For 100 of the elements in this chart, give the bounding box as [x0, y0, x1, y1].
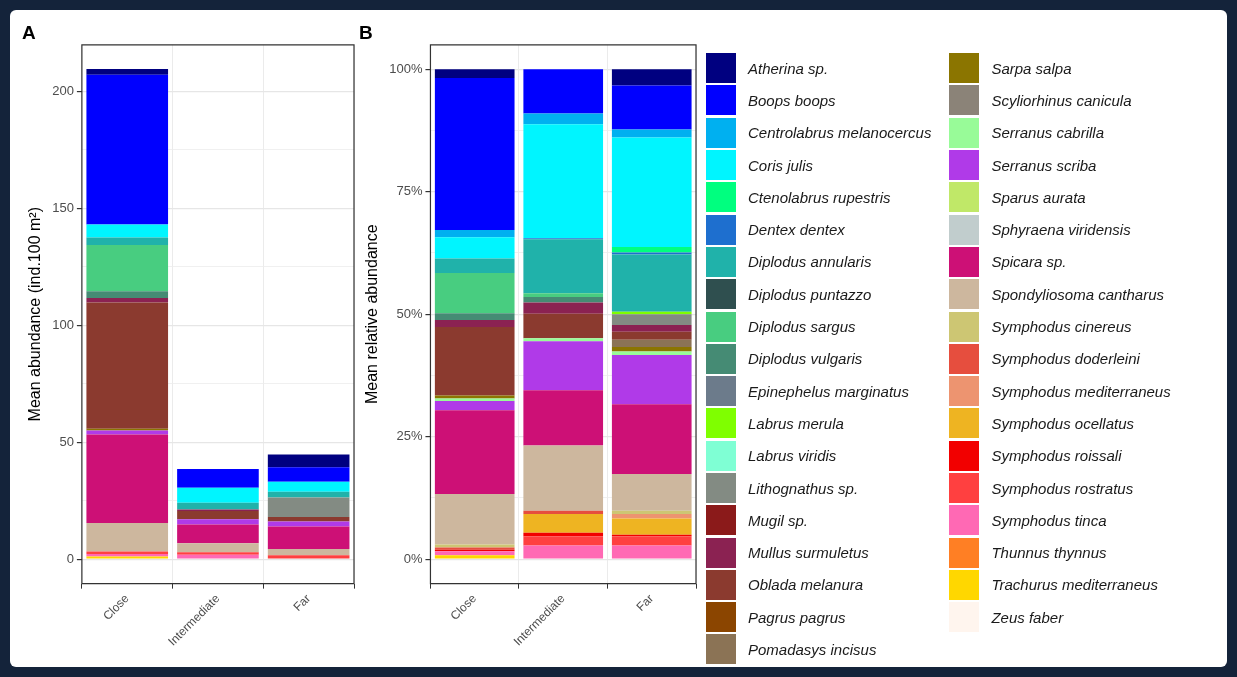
- bar: [434, 551, 515, 556]
- bar: [611, 85, 692, 130]
- bar: [267, 521, 350, 527]
- legend-label: Symphodus ocellatus: [991, 414, 1135, 432]
- bar: [611, 354, 692, 405]
- bar: [434, 313, 515, 321]
- bar: [434, 410, 515, 495]
- bar: [177, 554, 259, 559]
- legend-label: Sparus aurata: [991, 188, 1086, 206]
- bar: [523, 514, 604, 533]
- legend-label: Labrus viridis: [748, 447, 837, 465]
- legend-label: Symphodus rostratus: [991, 479, 1134, 497]
- legend-label: Symphodus mediterraneus: [991, 382, 1171, 400]
- bar: [86, 297, 169, 303]
- legend-label: Oblada melanura: [748, 576, 864, 594]
- legend-label: Coris julis: [748, 156, 814, 174]
- bar: [267, 555, 350, 559]
- bar: [523, 69, 604, 114]
- legend-label: Diplodus vulgaris: [748, 350, 863, 368]
- bar: [86, 291, 169, 298]
- legend-label: Diplodus annularis: [748, 253, 872, 271]
- y-tick-label: 100: [52, 316, 74, 332]
- bar: [611, 69, 692, 86]
- bar: [523, 297, 604, 303]
- legend-label: Dentex dentex: [748, 221, 845, 239]
- legend-label: Diplodus sargus: [748, 318, 856, 336]
- bar: [177, 519, 259, 525]
- bar: [611, 339, 692, 348]
- legend-label: Boops boops: [748, 91, 836, 109]
- bar: [267, 497, 350, 518]
- bar: [267, 454, 350, 468]
- bar: [523, 338, 604, 342]
- bar: [86, 244, 169, 292]
- legend-label: Scyliorhinus canicula: [991, 91, 1132, 109]
- bar: [86, 237, 169, 245]
- bar: [523, 390, 604, 446]
- y-tick-label: 0%: [403, 550, 423, 566]
- legend-label: Lithognathus sp.: [748, 479, 859, 497]
- bar: [267, 526, 350, 550]
- legend-label: Pagrus pagrus: [748, 608, 846, 626]
- bar: [86, 434, 169, 524]
- bar: [523, 113, 604, 125]
- bar: [86, 224, 169, 238]
- y-tick-label: 200: [52, 83, 74, 99]
- y-tick-label: 25%: [396, 428, 423, 444]
- legend-label: Symphodus roissali: [991, 447, 1122, 465]
- legend-label: Symphodus cinereus: [991, 318, 1132, 336]
- bar: [611, 473, 692, 511]
- legend-label: Sarpa salpa: [991, 59, 1072, 77]
- chart-title: B: [359, 21, 373, 43]
- y-tick-label: 50%: [396, 305, 423, 321]
- legend-label: Spicara sp.: [991, 253, 1067, 271]
- bar: [434, 400, 515, 411]
- bar: [611, 518, 692, 535]
- legend-label: Diplodus puntazzo: [748, 285, 872, 303]
- bar: [177, 510, 259, 520]
- bar: [611, 536, 692, 546]
- bar: [434, 326, 515, 396]
- legend-label: Symphodus doderleini: [991, 350, 1140, 368]
- bar: [611, 137, 692, 248]
- bar: [434, 237, 515, 259]
- legend-label: Serranus cabrilla: [991, 124, 1104, 142]
- bar: [523, 313, 604, 339]
- bar: [86, 302, 169, 429]
- bar: [434, 229, 515, 238]
- bar: [611, 404, 692, 474]
- legend-label: Thunnus thynnus: [991, 544, 1107, 562]
- bar: [523, 293, 604, 298]
- x-tick-label: Far: [290, 591, 314, 614]
- bar: [177, 543, 259, 553]
- legend-label: Centrolabrus melanocercus: [748, 124, 932, 142]
- chart-title: A: [22, 21, 36, 43]
- x-tick-label: Far: [633, 591, 657, 614]
- legend-label: Ctenolabrus rupestris: [748, 188, 891, 206]
- bar: [523, 536, 604, 546]
- y-tick-label: 75%: [396, 183, 423, 199]
- legend-label: Labrus merula: [748, 414, 844, 432]
- legend-label: Spondyliosoma cantharus: [991, 285, 1165, 303]
- bar: [434, 69, 515, 79]
- legend-label: Symphodus tinca: [991, 511, 1107, 529]
- bar: [434, 273, 515, 314]
- legend-label: Sphyraena viridensis: [991, 221, 1131, 239]
- bar: [523, 302, 604, 314]
- bar: [611, 514, 692, 519]
- bar: [611, 331, 692, 340]
- bar: [523, 341, 604, 391]
- legend-label: Pomadasys incisus: [748, 640, 877, 658]
- legend-label: Atherina sp.: [748, 59, 829, 77]
- bar: [523, 445, 604, 511]
- bar: [611, 347, 692, 352]
- bar: [611, 247, 692, 253]
- bar: [267, 467, 350, 482]
- bar: [523, 124, 604, 239]
- bar: [434, 320, 515, 327]
- legend-label: Serranus scriba: [991, 156, 1097, 174]
- bar: [523, 545, 604, 559]
- bar: [434, 555, 515, 559]
- bar: [177, 524, 259, 544]
- y-tick-label: 0: [66, 550, 74, 566]
- bar: [267, 481, 350, 492]
